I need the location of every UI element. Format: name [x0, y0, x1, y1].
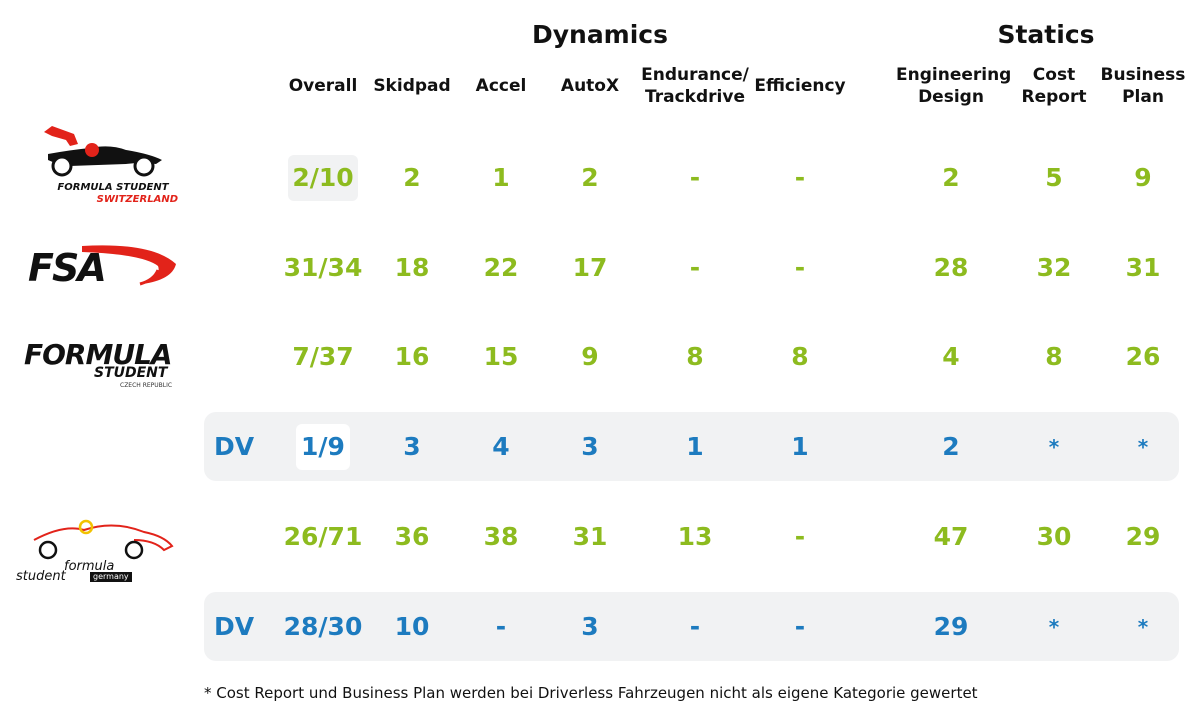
- table-cell: 17: [572, 253, 608, 282]
- dynamics-header: Dynamics: [531, 20, 669, 49]
- table-cell: 2: [942, 163, 960, 192]
- table-cell: *: [1137, 615, 1149, 639]
- logo-text: FORMULA: [24, 338, 173, 371]
- overall-cell: 31/34: [283, 253, 363, 282]
- table-cell: 3: [403, 432, 421, 461]
- table-cell: 29: [933, 612, 969, 641]
- table-cell: 36: [394, 522, 430, 551]
- table-cell: 4: [942, 342, 960, 371]
- table-cell: -: [689, 163, 701, 192]
- table-cell: 1: [492, 163, 510, 192]
- column-header: Overall: [288, 76, 358, 96]
- logo-text: CZECH REPUBLIC: [120, 382, 173, 389]
- table-cell: 15: [483, 342, 519, 371]
- logo-text: germany: [90, 572, 132, 582]
- statics-header: Statics: [997, 20, 1095, 49]
- dv-label: DV: [213, 432, 255, 461]
- table-cell: 38: [483, 522, 519, 551]
- column-header: Endurance/ Trackdrive: [641, 65, 749, 107]
- fs-switzerland-logo: FORMULA STUDENT SWITZERLAND: [30, 122, 190, 212]
- table-cell: 47: [933, 522, 969, 551]
- overall-highlight: [296, 424, 350, 470]
- table-cell: 3: [581, 612, 599, 641]
- table-cell: 31: [1125, 253, 1161, 282]
- table-cell: 1: [686, 432, 704, 461]
- column-header: AutoX: [560, 76, 620, 96]
- table-cell: 31: [572, 522, 608, 551]
- table-cell: -: [495, 612, 507, 641]
- table-cell: 28: [933, 253, 969, 282]
- fs-germany-logo: formula student germany: [14, 510, 184, 590]
- overall-cell: 26/71: [283, 522, 363, 551]
- overall-cell: 1/9: [301, 432, 345, 461]
- table-cell: -: [689, 612, 701, 641]
- logo-text: FORMULA STUDENT: [57, 182, 169, 193]
- race-car-outline-icon: [33, 519, 174, 560]
- column-header: Business Plan: [1100, 65, 1186, 107]
- table-cell: 10: [394, 612, 430, 641]
- table-cell: *: [1048, 615, 1060, 639]
- logo-text: student: [16, 569, 66, 584]
- swoosh-icon: [82, 245, 176, 286]
- table-cell: 22: [483, 253, 519, 282]
- dv-label: DV: [213, 612, 255, 641]
- table-cell: 32: [1036, 253, 1072, 282]
- table-cell: 9: [581, 342, 599, 371]
- column-header: Skidpad: [373, 76, 451, 96]
- table-cell: 13: [677, 522, 713, 551]
- table-cell: 2: [942, 432, 960, 461]
- overall-cell: 28/30: [283, 612, 363, 641]
- column-header: Engineering Design: [896, 65, 1012, 107]
- table-cell: 18: [394, 253, 430, 282]
- table-cell: 8: [686, 342, 704, 371]
- table-cell: 8: [791, 342, 809, 371]
- table-cell: 4: [492, 432, 510, 461]
- logo-text: formula: [64, 559, 115, 574]
- race-car-icon: [44, 126, 162, 177]
- column-header: Accel: [475, 76, 527, 96]
- logo-text: STUDENT: [94, 365, 168, 381]
- table-cell: -: [794, 163, 806, 192]
- table-cell: 26: [1125, 342, 1161, 371]
- dv-row-background: [204, 592, 1179, 661]
- column-header: Cost Report: [1021, 65, 1087, 107]
- table-cell: 16: [394, 342, 430, 371]
- table-cell: -: [794, 522, 806, 551]
- table-cell: 9: [1134, 163, 1152, 192]
- overall-cell: 7/37: [292, 342, 354, 371]
- fs-czech-logo: FORMULA STUDENT CZECH REPUBLIC: [22, 340, 182, 400]
- overall-highlight: [288, 155, 358, 201]
- logo-text: SWITZERLAND: [96, 194, 178, 205]
- table-cell: -: [689, 253, 701, 282]
- table-cell: 8: [1045, 342, 1063, 371]
- table-cell: *: [1048, 435, 1060, 459]
- table-cell: 5: [1045, 163, 1063, 192]
- table-cell: 29: [1125, 522, 1161, 551]
- logo-text: FSA: [28, 246, 107, 290]
- table-cell: 3: [581, 432, 599, 461]
- table-cell: *: [1137, 435, 1149, 459]
- fsa-logo: FSA: [22, 240, 182, 295]
- overall-cell: 2/10: [292, 163, 354, 192]
- table-cell: 30: [1036, 522, 1072, 551]
- table-cell: 2: [403, 163, 421, 192]
- column-header: Efficiency: [754, 76, 846, 96]
- table-cell: -: [794, 253, 806, 282]
- footnote: * Cost Report und Business Plan werden b…: [204, 684, 978, 702]
- table-cell: 2: [581, 163, 599, 192]
- dv-row-background: [204, 412, 1179, 481]
- table-cell: 1: [791, 432, 809, 461]
- table-cell: -: [794, 612, 806, 641]
